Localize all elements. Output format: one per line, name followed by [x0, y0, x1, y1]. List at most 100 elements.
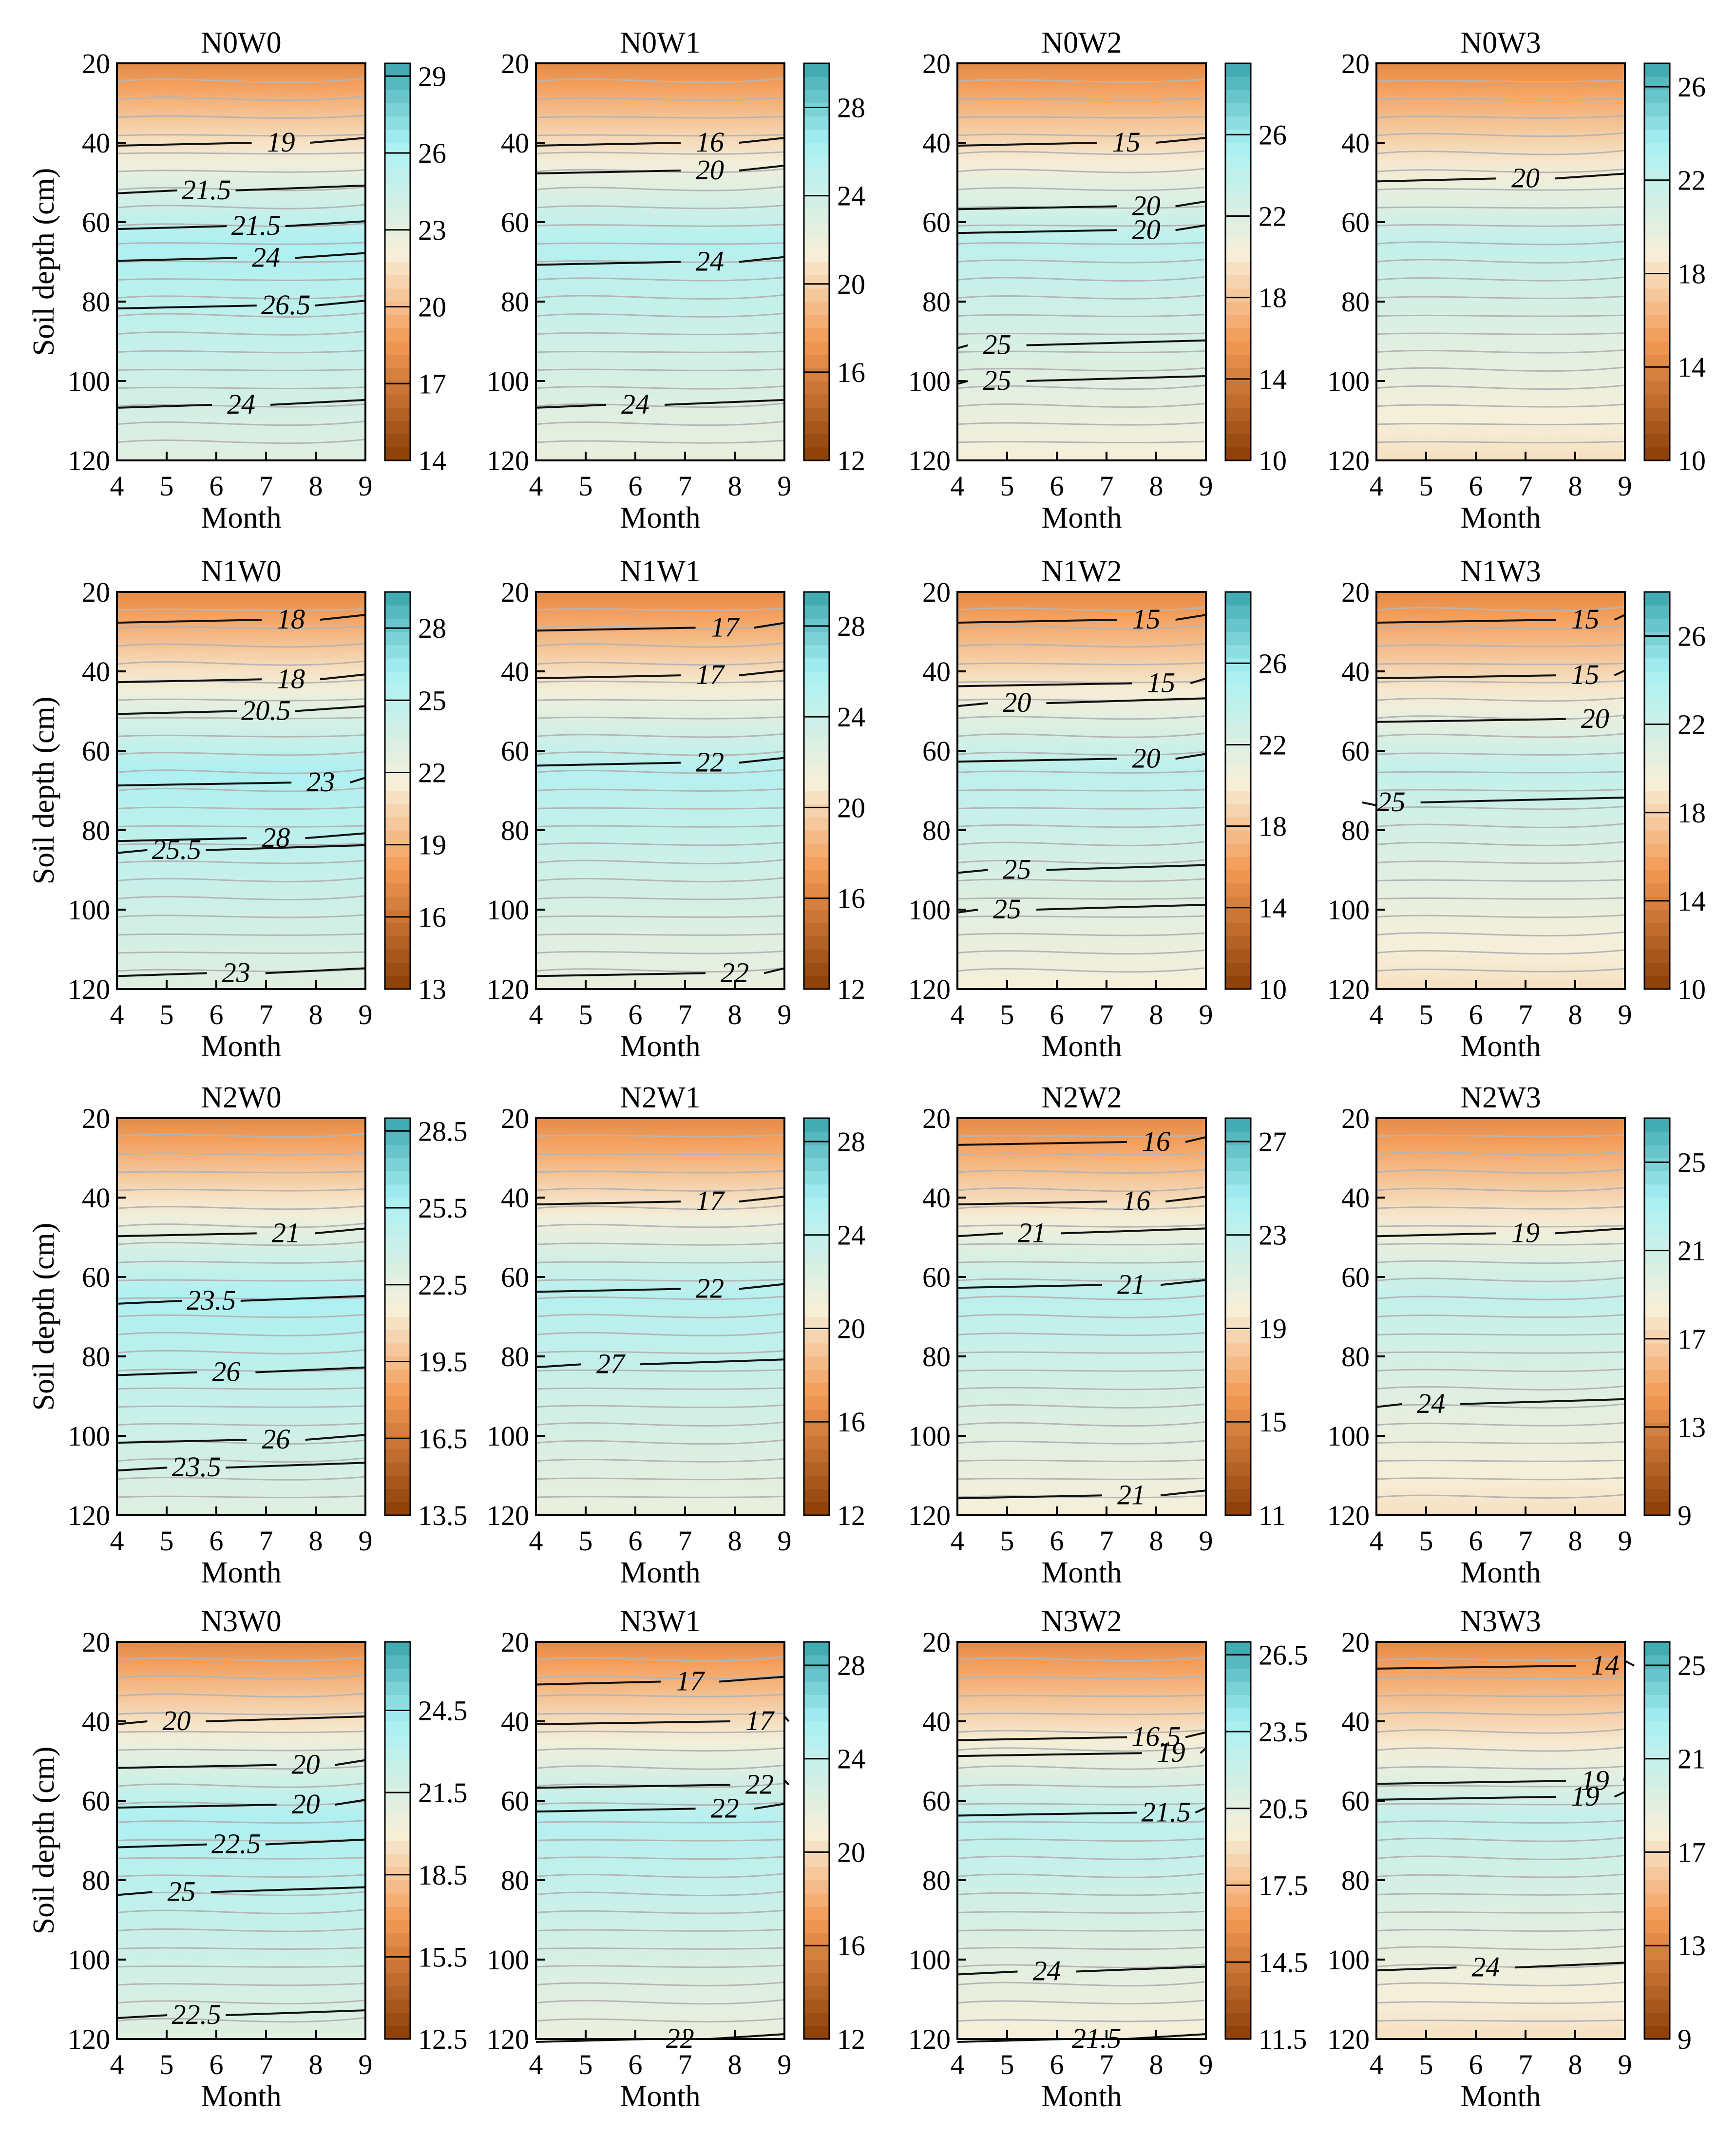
x-tick-label: 4 [529, 470, 543, 502]
colorbar-band [1644, 737, 1670, 751]
colorbar-band [1225, 1761, 1251, 1775]
colorbar-band [385, 1184, 410, 1198]
contour-line [1376, 1791, 1625, 1801]
colorbar-band [1644, 1330, 1670, 1344]
colorbar-tick-label: 19 [418, 829, 446, 861]
contour-label: 15 [1571, 659, 1599, 690]
colorbar-band [1225, 618, 1251, 632]
colorbar-band [385, 1198, 410, 1211]
isoline [535, 841, 785, 846]
colorbar-tick-label: 11 [1259, 1500, 1286, 1531]
isoline [1376, 1314, 1625, 1318]
colorbar-band [1644, 367, 1670, 381]
colorbar-band [1644, 1198, 1670, 1211]
contour-line [957, 1807, 1206, 1817]
isoline [116, 1457, 366, 1463]
isoline [116, 95, 366, 101]
colorbar-band [1225, 803, 1251, 818]
contour-label: 17 [676, 1665, 705, 1697]
colorbar-tick-label: 28 [418, 612, 446, 644]
colorbar-band [804, 1893, 829, 1907]
colorbar-tick-label: 13 [1678, 1411, 1706, 1443]
y-tick-label: 100 [68, 1420, 110, 1452]
y-tick-label: 60 [501, 735, 529, 767]
isoline [535, 133, 785, 137]
colorbar-tick-label: 24.5 [418, 1695, 468, 1727]
contour-line [116, 220, 366, 230]
colorbar-band [385, 169, 410, 183]
contour-line [116, 252, 366, 262]
y-tick-label: 120 [1327, 1500, 1370, 1531]
colorbar-band [385, 367, 410, 381]
colorbar-band [385, 1787, 410, 1801]
isoline [957, 2019, 1206, 2022]
colorbar-band [1225, 777, 1251, 791]
y-tick-label: 100 [1327, 365, 1370, 397]
panel-title: N3W3 [1460, 1605, 1541, 1638]
colorbar-band [1225, 1370, 1251, 1383]
colorbar-band [804, 1814, 829, 1828]
contour-line [1376, 1398, 1625, 1408]
y-tick-label: 40 [1341, 1706, 1370, 1737]
colorbar-band [1644, 724, 1670, 738]
colorbar-band [385, 790, 410, 804]
isoline [1376, 1477, 1625, 1481]
colorbar-band [385, 962, 410, 976]
y-tick-label: 100 [487, 1420, 529, 1452]
x-tick-label: 9 [1618, 1525, 1632, 1557]
isoline [535, 204, 785, 210]
colorbar-band [1225, 1211, 1251, 1224]
colorbar-band [1644, 103, 1670, 117]
isoline [1376, 733, 1625, 738]
y-tick-label: 40 [82, 1182, 110, 1214]
colorbar-band [1644, 1814, 1670, 1828]
isoline [957, 224, 1206, 227]
isoline [116, 260, 366, 263]
colorbar-band [385, 1840, 410, 1854]
colorbar-band [1225, 1695, 1251, 1709]
colorbar-band [1225, 605, 1251, 619]
x-tick-label: 5 [1419, 470, 1433, 502]
y-tick-label: 20 [82, 576, 110, 608]
x-tick-label: 7 [1100, 1525, 1114, 1557]
colorbar-band [804, 1396, 829, 1410]
isoline [957, 367, 1206, 372]
x-tick-label: 5 [1000, 2049, 1014, 2080]
colorbar-band [385, 1867, 410, 1881]
isoline [957, 115, 1206, 119]
colorbar-band [1644, 354, 1670, 368]
isoline [1376, 1385, 1625, 1391]
contour-line [1376, 614, 1625, 624]
isoline [116, 222, 366, 228]
colorbar-band [1225, 129, 1251, 143]
panel-title: N3W0 [201, 1605, 281, 1638]
x-tick-label: 5 [579, 1525, 593, 1557]
isoline [535, 950, 785, 954]
contour-label: 15 [1147, 667, 1175, 698]
x-tick-label: 4 [110, 1525, 124, 1557]
colorbar-band [804, 975, 829, 990]
colorbar-tick-label: 16 [837, 883, 865, 915]
y-tick-label: 20 [922, 1626, 951, 1658]
colorbar-band [1225, 936, 1251, 950]
colorbar-band [804, 949, 829, 963]
isoline [1376, 206, 1625, 209]
colorbar-band [804, 1999, 829, 2013]
isoline [957, 1459, 1206, 1463]
colorbar-band [1225, 790, 1251, 804]
isoline [535, 115, 785, 119]
colorbar-band [385, 1814, 410, 1828]
isoline [1376, 949, 1625, 955]
isoline [957, 1386, 1206, 1391]
contour-label: 25 [993, 893, 1021, 925]
contour-label: 23.5 [172, 1451, 221, 1483]
panel-title: N2W0 [201, 1081, 281, 1114]
panel-title: N0W0 [201, 26, 281, 59]
colorbar-tick-label: 23 [1259, 1219, 1287, 1251]
panel-N2W1: 17 22 27 N2W1 4 5 6 7 8 9 Month 20 40 60 80 100 120 12 16 2… [487, 1081, 865, 1589]
x-tick-label: 9 [778, 999, 792, 1030]
contour-label: 22 [745, 1768, 774, 1800]
colorbar-band [1644, 1290, 1670, 1304]
x-tick-label: 7 [259, 470, 273, 502]
